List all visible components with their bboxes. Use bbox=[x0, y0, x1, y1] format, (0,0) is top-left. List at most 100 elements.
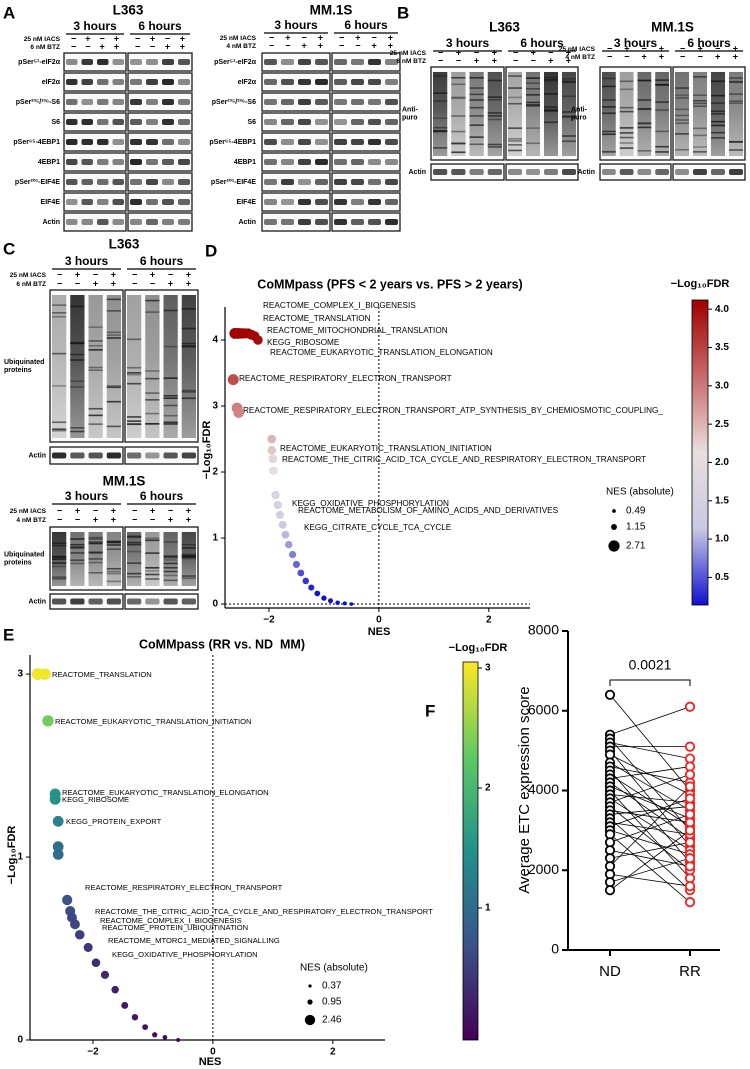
blot-band bbox=[130, 59, 142, 65]
blot-band bbox=[351, 159, 364, 165]
blot-band bbox=[487, 143, 502, 146]
blot-band bbox=[562, 80, 576, 82]
y-tick-label: 2000 bbox=[528, 861, 559, 877]
blot-band bbox=[562, 111, 576, 113]
annotation: REACTOME_RESPIRATORY_ELECTRON_TRANSPORT bbox=[239, 374, 452, 383]
blot-band bbox=[544, 105, 558, 108]
blot-box bbox=[505, 163, 579, 181]
row-label: pSer²⁰¹-EIF4E bbox=[211, 178, 256, 186]
blot-box bbox=[261, 112, 331, 132]
blot-band bbox=[88, 558, 103, 560]
blot-band bbox=[281, 79, 294, 85]
blot-band bbox=[106, 337, 121, 339]
panel-label: A bbox=[3, 3, 15, 22]
pair-line bbox=[609, 774, 691, 827]
blot-smear bbox=[145, 532, 160, 586]
blot-band bbox=[729, 102, 743, 105]
blot-band bbox=[469, 143, 484, 146]
point bbox=[604, 689, 616, 700]
blot-band bbox=[127, 420, 142, 422]
treatment-label: 6 nM BTZ bbox=[16, 281, 46, 288]
blot-box bbox=[261, 172, 331, 192]
row-label: Ubiquinated proteins bbox=[4, 551, 46, 566]
blot-band bbox=[81, 139, 93, 145]
blot-band bbox=[655, 109, 669, 111]
blot-band bbox=[127, 536, 142, 539]
blot-band bbox=[70, 538, 85, 540]
blot-band bbox=[97, 159, 109, 165]
blot-band bbox=[433, 126, 448, 129]
time-label: 6 hours bbox=[520, 36, 564, 50]
treatment-label: 6 nM BTZ bbox=[30, 44, 60, 51]
blot-smear bbox=[52, 295, 67, 438]
panel-label: E bbox=[3, 625, 14, 644]
blot-band bbox=[106, 386, 121, 389]
blot-band bbox=[70, 305, 85, 308]
blot-band bbox=[675, 94, 689, 97]
blot-band bbox=[544, 106, 558, 109]
blot-band bbox=[451, 169, 466, 175]
size-legend-dot bbox=[612, 509, 616, 513]
y-tick-label: 6000 bbox=[528, 701, 559, 717]
panel-label: F bbox=[425, 701, 435, 720]
size-legend-label: 0.49 bbox=[626, 506, 646, 517]
blot-band bbox=[162, 199, 174, 205]
blot-band bbox=[562, 78, 576, 80]
blot-band bbox=[106, 572, 121, 575]
blot-band bbox=[298, 139, 311, 145]
blot-band bbox=[433, 92, 448, 94]
annotation: REACTOME_THE_CITRIC_ACID_TCA_CYCLE_AND_R… bbox=[282, 455, 646, 464]
x-tick-label: 0 bbox=[210, 1047, 216, 1058]
blot-band bbox=[675, 108, 689, 111]
point bbox=[281, 530, 290, 539]
blot-band bbox=[433, 100, 448, 102]
blot-band bbox=[70, 430, 85, 433]
blot-band bbox=[146, 159, 158, 165]
blot-band bbox=[602, 85, 616, 88]
point bbox=[273, 500, 282, 510]
blot-band bbox=[162, 139, 174, 145]
blot-band bbox=[88, 542, 103, 545]
blot-band bbox=[97, 79, 109, 85]
point bbox=[275, 510, 285, 519]
blot-band bbox=[619, 169, 634, 175]
blot-band bbox=[145, 570, 160, 572]
point bbox=[233, 407, 245, 418]
blot-band bbox=[145, 412, 160, 415]
blot-band bbox=[315, 179, 328, 185]
blot-smear bbox=[487, 72, 502, 156]
blot-band bbox=[163, 397, 178, 399]
blot-band bbox=[368, 79, 381, 85]
blot-band bbox=[315, 99, 328, 105]
annotation: KEGG_PROTEIN_EXPORT bbox=[66, 817, 162, 826]
blot-box bbox=[261, 152, 331, 172]
point bbox=[52, 849, 64, 860]
blot-band bbox=[146, 219, 158, 225]
blot-band bbox=[526, 127, 540, 129]
row-label: pSer⁵¹-eIF2α bbox=[214, 59, 257, 66]
blot-smear bbox=[526, 72, 540, 156]
blot-band bbox=[162, 179, 174, 185]
blot-band bbox=[619, 147, 634, 149]
y-tick-label: 0 bbox=[17, 1035, 23, 1046]
point bbox=[100, 970, 110, 979]
blot-box bbox=[63, 172, 127, 192]
blot-smear bbox=[106, 532, 121, 586]
blot-band bbox=[451, 83, 466, 86]
blot-band bbox=[52, 352, 67, 355]
blot-band bbox=[145, 539, 160, 542]
blot-band bbox=[334, 219, 347, 225]
blot-band bbox=[451, 76, 466, 79]
blot-band bbox=[81, 219, 93, 225]
size-legend-title: NES (absolute) bbox=[300, 963, 368, 974]
blot-band bbox=[351, 199, 364, 205]
blot-band bbox=[385, 139, 398, 145]
blot-band bbox=[112, 159, 124, 165]
blot-band bbox=[70, 559, 85, 561]
pair-line bbox=[609, 849, 691, 867]
treatment-signs: − − + + bbox=[438, 55, 497, 65]
blot-band bbox=[127, 338, 142, 341]
annotation: REACTOME_EUKARYOTIC_TRANSLATION_INITIATI… bbox=[280, 444, 492, 453]
blot-band bbox=[81, 159, 93, 165]
point bbox=[284, 540, 293, 549]
